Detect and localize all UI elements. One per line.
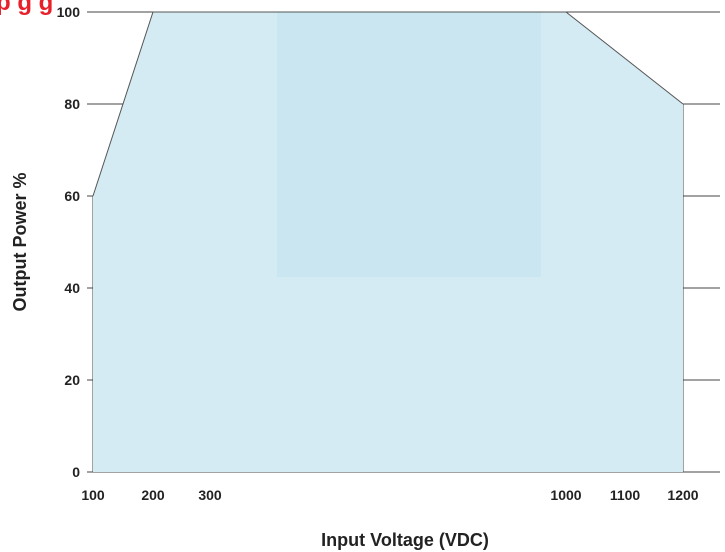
y-axis-title: Output Power % xyxy=(10,173,30,312)
derating-curve xyxy=(92,11,684,197)
x-tick-label: 1200 xyxy=(667,487,698,503)
y-tick-label: 40 xyxy=(64,280,80,296)
chart-title-fragment: p g g xyxy=(0,0,53,16)
y-tick-label: 0 xyxy=(72,464,80,480)
y-tick-label: 60 xyxy=(64,188,80,204)
y-tick-label: 100 xyxy=(57,4,81,20)
highlight-panel xyxy=(277,12,541,277)
y-tick-label: 20 xyxy=(64,372,80,388)
y-tick-label: 80 xyxy=(64,96,80,112)
x-tick-label: 1000 xyxy=(550,487,581,503)
x-axis-ticks: 100 200 300 1000 1100 1200 xyxy=(81,487,698,503)
area-layer xyxy=(92,11,684,472)
x-tick-label: 1100 xyxy=(610,487,641,503)
x-axis-title: Input Voltage (VDC) xyxy=(321,530,489,550)
x-tick-label: 300 xyxy=(198,487,222,503)
x-tick-label: 100 xyxy=(81,487,105,503)
y-axis-ticks: 0 20 40 60 80 100 xyxy=(57,4,81,480)
x-tick-label: 200 xyxy=(141,487,165,503)
